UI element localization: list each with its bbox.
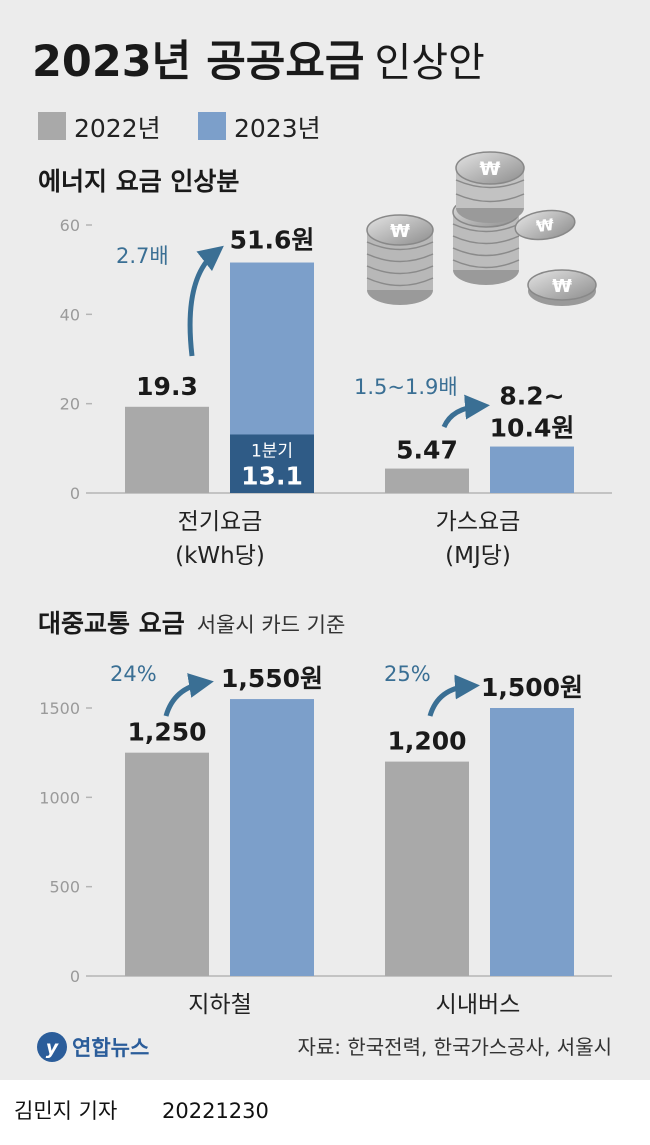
arrow-gas [441, 394, 490, 429]
label-gas-2022: 5.47 [396, 436, 458, 465]
energy-y-tick: 60 [60, 216, 80, 235]
bar-subway-2023 [230, 699, 314, 976]
bar-gas-2022 [385, 468, 469, 493]
infographic-card: 2023년 공공요금 인상안 2022년 2023년 에너지 요금 인상분 ₩ [0, 0, 650, 1080]
svg-text:₩: ₩ [480, 158, 501, 180]
energy-y-tick: 0 [70, 484, 80, 503]
category-gas-line1: 가스요금 [436, 509, 521, 535]
legend-label-2022: 2022년 [74, 114, 161, 143]
energy-y-tick: 40 [60, 305, 80, 324]
byline-svg: 김민지 기자 20221230 [14, 1099, 269, 1123]
label-q1-name: 1분기 [251, 441, 293, 461]
source-note: 자료: 한국전력, 한국가스공사, 서울시 [297, 1035, 612, 1059]
label-q1-value: 13.1 [241, 461, 303, 490]
reporter-name: 김민지 기자 [14, 1099, 117, 1123]
transit-chart: 0 500 1000 1500 1,250 1,550원 1,200 1,500원 2… [39, 662, 612, 1018]
ratio-gas: 1.5~1.9배 [354, 375, 458, 399]
category-electricity-line1: 전기요금 [178, 509, 263, 535]
article-date: 20221230 [162, 1099, 269, 1123]
won-coins-icon: ₩ ₩ ₩ ₩ [366, 151, 597, 306]
bar-gas-2023 [490, 446, 574, 493]
legend-label-2023: 2023년 [234, 114, 321, 143]
legend-swatch-2022 [38, 112, 66, 140]
category-electricity-line2: (kWh당) [175, 543, 265, 569]
transit-y-tick: 1500 [39, 699, 80, 718]
byline-bar: 김민지 기자 20221230 [0, 1080, 650, 1141]
label-gas-2023-line1: 8.2~ [499, 382, 564, 411]
legend-swatch-2023 [198, 112, 226, 140]
transit-y-tick: 0 [70, 967, 80, 986]
arrow-bus [427, 674, 480, 717]
category-subway: 지하철 [188, 992, 251, 1018]
label-gas-2023-line2: 10.4원 [490, 414, 575, 443]
logo-text: 연합뉴스 [72, 1036, 149, 1060]
ratio-electricity: 2.7배 [116, 244, 169, 268]
bar-bus-2023 [490, 708, 574, 976]
bar-electricity-q1-2023 [230, 434, 314, 493]
label-subway-2022: 1,250 [127, 718, 206, 747]
infographic-svg: 2023년 공공요금 인상안 2022년 2023년 에너지 요금 인상분 ₩ [32, 37, 612, 1062]
legend: 2022년 2023년 [38, 112, 321, 143]
arrow-subway [163, 673, 214, 717]
yonhap-logo: y 연합뉴스 [37, 1032, 149, 1062]
svg-text:₩: ₩ [535, 215, 555, 236]
category-gas-line2: (MJ당) [445, 543, 511, 569]
ratio-bus: 25% [384, 662, 431, 686]
energy-chart: 0 20 40 60 19.3 51.6원 1분기 13.1 5.47 8.2~ 10… [60, 216, 612, 569]
svg-text:₩: ₩ [390, 221, 410, 242]
bar-bus-2022 [385, 761, 469, 976]
label-bus-2022: 1,200 [387, 727, 466, 756]
bar-subway-2022 [125, 752, 209, 976]
page-title: 2023년 공공요금 인상안 [32, 37, 485, 87]
category-bus: 시내버스 [436, 992, 521, 1018]
arrow-electricity [187, 245, 224, 357]
transit-y-tick: 500 [49, 878, 80, 897]
transit-section-title: 대중교통 요금 서울시 카드 기준 [38, 609, 345, 638]
bar-electricity-2022 [125, 406, 209, 493]
energy-section-title: 에너지 요금 인상분 [38, 167, 239, 196]
label-electricity-2023: 51.6원 [230, 226, 315, 255]
label-subway-2023: 1,550원 [221, 664, 323, 693]
svg-text:₩: ₩ [552, 276, 572, 297]
ratio-subway: 24% [110, 662, 157, 686]
label-electricity-2022: 19.3 [136, 372, 198, 401]
transit-y-tick: 1000 [39, 788, 80, 807]
label-bus-2023: 1,500원 [481, 673, 583, 702]
svg-text:y: y [46, 1037, 60, 1059]
energy-y-tick: 20 [60, 395, 80, 414]
